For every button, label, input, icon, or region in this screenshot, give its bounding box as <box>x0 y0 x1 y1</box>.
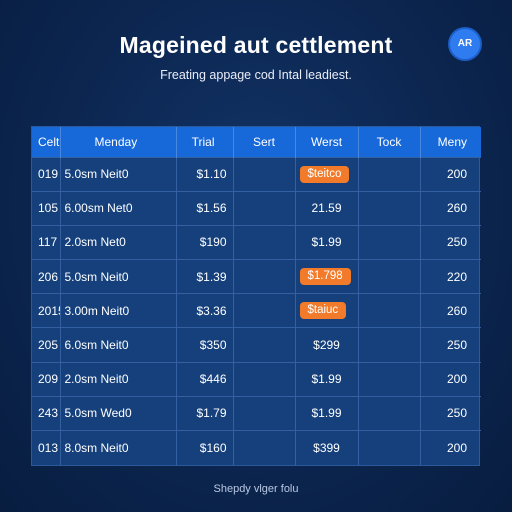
table-cell-werst: $299 <box>295 327 359 363</box>
table-row[interactable]: 243 5.0sm Wed0 $1.79 $1.99 250 <box>32 396 481 431</box>
column-header[interactable]: Menday <box>60 127 177 157</box>
column-header[interactable]: Werst <box>295 127 359 157</box>
table-cell-tock <box>358 396 421 431</box>
table-cell-trial: $1.79 <box>176 396 234 431</box>
table-cell-sert <box>233 157 296 192</box>
table-cell-werst: $taiuc <box>295 293 359 328</box>
table-cell-meny: 250 <box>446 338 467 353</box>
table-cell-id: 105 <box>32 191 61 226</box>
table-cell-id: 243 <box>32 396 61 431</box>
table-cell-tock <box>358 259 421 294</box>
table-cell-werst: $399 <box>295 430 359 465</box>
table-cell-trial: $190 <box>176 225 234 260</box>
column-header[interactable]: Celt <box>32 127 61 157</box>
avatar[interactable]: AR <box>450 29 480 59</box>
table-cell-id: 206 <box>32 259 61 294</box>
table-cell-sert <box>233 430 296 465</box>
table-row[interactable]: 20153.00m Neit0$3.36 $taiuc 260 <box>32 293 481 328</box>
table-cell-tock <box>358 293 421 328</box>
table-cell-time: 5.0sm Neit0 <box>60 157 177 192</box>
table-cell-meny: 250 <box>446 406 467 421</box>
table-cell-sert <box>233 225 296 260</box>
table-cell-werst: $1.99 <box>295 225 359 260</box>
table-cell-trial: $1.56 <box>176 191 234 226</box>
table-row[interactable]: 019 5.0sm Neit0 $1.10 $teitco 200 <box>32 157 481 192</box>
table-cell-meny: 250 <box>446 235 467 250</box>
table-cell-time: 8.0sm Neit0 <box>60 430 177 465</box>
status-badge[interactable]: $taiuc <box>299 302 347 320</box>
table-cell-time: 5.0sm Neit0 <box>60 259 177 294</box>
table-cell-werst: $teitco <box>295 157 359 192</box>
table-cell-sert <box>233 293 296 328</box>
table-cell-id: 013 <box>32 430 61 465</box>
table-cell-meny: 200 <box>446 372 467 387</box>
table-cell-trial: $446 <box>176 362 234 397</box>
table-row[interactable]: 209 2.0sm Neit0 $446 $1.99 200 <box>32 362 481 397</box>
status-badge[interactable]: $1.798 <box>299 268 351 286</box>
table-cell-id: 205 <box>32 327 61 363</box>
table-cell-time: 6.00sm Net0 <box>60 191 177 226</box>
page-title: Mageined aut cettlement <box>119 32 393 58</box>
table-body: 019 5.0sm Neit0 $1.10 $teitco 200 105 6.00sm N… <box>32 157 481 465</box>
status-badge[interactable]: $teitco <box>299 165 350 183</box>
table-header-row: Celt Menday Trial Sert Werst Tock Meny <box>32 127 481 157</box>
table-cell-id: 209 <box>32 362 61 397</box>
table-cell-sert <box>233 259 296 294</box>
data-table-container: Celt Menday Trial Sert Werst Tock Meny 019 5.0s… <box>31 126 481 466</box>
table-cell-tock <box>358 327 421 363</box>
footer-text: Shepdy vlger folu <box>213 483 299 495</box>
column-header[interactable]: Trial <box>176 127 234 157</box>
table-cell-meny: 260 <box>446 303 467 318</box>
table-cell-trial: $1.10 <box>176 157 234 192</box>
table-cell-meny: 200 <box>446 440 467 455</box>
table-cell-trial: $1.39 <box>176 259 234 294</box>
table-cell-tock <box>358 362 421 397</box>
column-header[interactable]: Sert <box>233 127 296 157</box>
table-cell-meny: 220 <box>446 269 467 284</box>
table-cell-time: 5.0sm Wed0 <box>60 396 177 431</box>
table-cell-werst: $1.99 <box>295 396 359 431</box>
table-cell-tock <box>358 430 421 465</box>
table-cell-sert <box>233 327 296 363</box>
table-cell-werst: 21.59 <box>295 191 359 226</box>
table-row[interactable]: 117 2.0sm Net0 $190 $1.99 250 <box>32 225 481 260</box>
table-cell-trial: $350 <box>176 327 234 363</box>
table-cell-trial: $3.36 <box>176 293 234 328</box>
table-cell-sert <box>233 191 296 226</box>
table-cell-meny: 200 <box>446 167 467 182</box>
table-cell-id: 117 <box>32 225 61 260</box>
table-row[interactable]: 206 5.0sm Neit0 $1.39 $1.798 220 <box>32 259 481 294</box>
page-subtitle: Freating appage cod Intal leadiest. <box>160 68 352 82</box>
table-row[interactable]: 105 6.00sm Net0 $1.56 21.59 260 <box>32 191 481 226</box>
table-cell-tock <box>358 225 421 260</box>
table-cell-werst: $1.798 <box>295 259 359 294</box>
table-cell-time: 2.0sm Neit0 <box>60 362 177 397</box>
table-cell-tock <box>358 157 421 192</box>
table-row[interactable]: 013 8.0sm Neit0 $160 $399 200 <box>32 430 481 465</box>
table-cell-time: 2.0sm Net0 <box>60 225 177 260</box>
data-table: Celt Menday Trial Sert Werst Tock Meny 019 5.0s… <box>32 127 481 465</box>
table-cell-time: 6.0sm Neit0 <box>60 327 177 363</box>
table-cell-id: 2015 <box>32 293 61 328</box>
table-cell-trial: $160 <box>176 430 234 465</box>
column-header[interactable]: Meny <box>437 134 467 149</box>
table-cell-tock <box>358 191 421 226</box>
table-cell-meny: 260 <box>446 201 467 216</box>
table-cell-sert <box>233 362 296 397</box>
table-row[interactable]: 205 6.0sm Neit0 $350 $299 250 <box>32 327 481 363</box>
table-cell-id: 019 <box>32 157 61 192</box>
column-header[interactable]: Tock <box>358 127 421 157</box>
table-cell-sert <box>233 396 296 431</box>
table-cell-time: 3.00m Neit0 <box>60 293 177 328</box>
table-cell-werst: $1.99 <box>295 362 359 397</box>
